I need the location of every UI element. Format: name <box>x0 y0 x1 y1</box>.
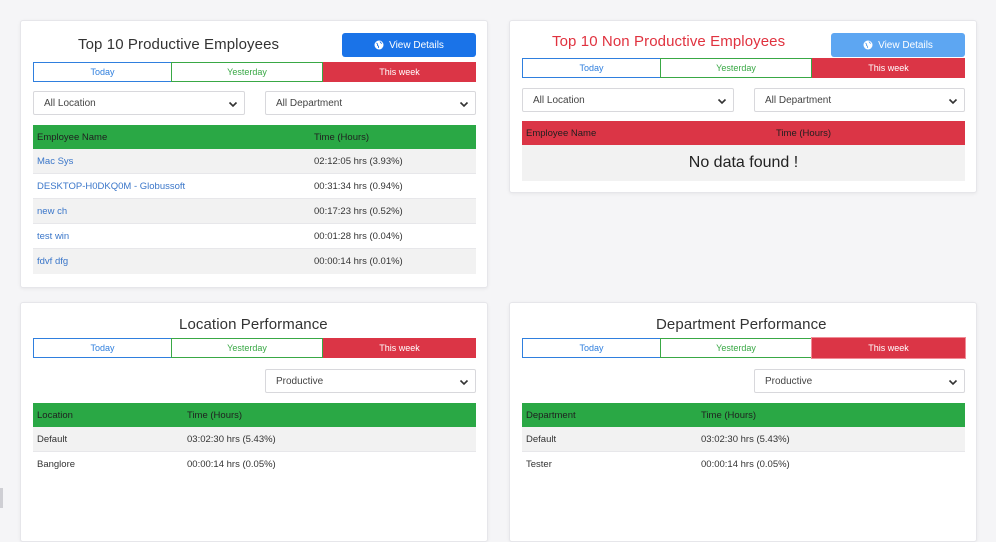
table-row: new ch 00:17:23 hrs (0.52%) <box>33 199 476 224</box>
table-row: Default 03:02:30 hrs (5.43%) <box>522 427 965 452</box>
period-tabs: Today Yesterday This week <box>522 338 965 358</box>
table-row: Banglore 00:00:14 hrs (0.05%) <box>33 452 476 477</box>
table-row: fdvf dfg 00:00:14 hrs (0.01%) <box>33 249 476 274</box>
time-value: 03:02:30 hrs (5.43%) <box>187 434 276 445</box>
department-name: Default <box>526 434 557 445</box>
productivity-filter-value: Productive <box>276 375 324 387</box>
tab-today[interactable]: Today <box>33 338 171 358</box>
department-select[interactable]: All Department <box>265 91 476 115</box>
tab-this-week[interactable]: This week <box>812 338 965 358</box>
department-performance-card: Department Performance Today Yesterday T… <box>509 302 977 542</box>
table-header: Employee Name Time (Hours) <box>522 121 965 145</box>
no-data-message: No data found ! <box>522 145 965 181</box>
employee-link[interactable]: fdvf dfg <box>37 256 69 267</box>
employee-link[interactable]: new ch <box>37 206 68 217</box>
time-value: 03:02:30 hrs (5.43%) <box>701 434 790 445</box>
chevron-down-icon <box>459 101 469 108</box>
time-value: 00:00:14 hrs (0.05%) <box>187 459 276 470</box>
department-select-value: All Department <box>765 94 832 106</box>
tab-this-week[interactable]: This week <box>323 62 476 82</box>
tab-today[interactable]: Today <box>522 338 660 358</box>
location-name: Banglore <box>37 459 76 470</box>
view-details-label: View Details <box>389 39 444 51</box>
location-select[interactable]: All Location <box>522 88 734 112</box>
column-location: Location <box>37 409 73 421</box>
employee-link[interactable]: DESKTOP-H0DKQ0M - Globussoft <box>37 181 186 192</box>
time-value: 00:01:28 hrs (0.04%) <box>314 231 403 242</box>
card-title: Location Performance <box>179 316 328 333</box>
department-name: Tester <box>526 459 552 470</box>
table-row: test win 00:01:28 hrs (0.04%) <box>33 224 476 249</box>
column-employee-name: Employee Name <box>37 131 108 143</box>
tab-yesterday[interactable]: Yesterday <box>660 338 812 358</box>
chevron-down-icon <box>717 98 727 105</box>
card-title: Top 10 Productive Employees <box>78 36 280 53</box>
chevron-down-icon <box>948 379 958 386</box>
globe-icon <box>374 40 384 50</box>
card-title: Top 10 Non Productive Employees <box>552 33 786 50</box>
globe-icon <box>863 40 873 50</box>
column-department: Department <box>526 409 576 421</box>
productivity-filter-select[interactable]: Productive <box>754 369 965 393</box>
tab-this-week[interactable]: This week <box>323 338 476 358</box>
column-time-hours: Time (Hours) <box>701 409 757 421</box>
time-value: 02:12:05 hrs (3.93%) <box>314 156 403 167</box>
left-edge-marker <box>0 488 3 508</box>
table-row: DESKTOP-H0DKQ0M - Globussoft 00:31:34 hr… <box>33 174 476 199</box>
location-performance-card: Location Performance Today Yesterday Thi… <box>20 302 488 542</box>
location-name: Default <box>37 434 68 445</box>
time-value: 00:17:23 hrs (0.52%) <box>314 206 403 217</box>
employee-link[interactable]: Mac Sys <box>37 156 74 167</box>
column-time-hours: Time (Hours) <box>187 409 243 421</box>
tab-yesterday[interactable]: Yesterday <box>171 338 323 358</box>
location-select-value: All Location <box>44 97 96 109</box>
department-select-value: All Department <box>276 97 343 109</box>
productive-employees-card: Top 10 Productive Employees View Details… <box>20 20 488 288</box>
time-value: 00:00:14 hrs (0.01%) <box>314 256 403 267</box>
table-header: Employee Name Time (Hours) <box>33 125 476 149</box>
view-details-button[interactable]: View Details <box>342 33 476 57</box>
view-details-button[interactable]: View Details <box>831 33 965 57</box>
productivity-filter-select[interactable]: Productive <box>265 369 476 393</box>
tab-today[interactable]: Today <box>522 58 660 78</box>
column-time-hours: Time (Hours) <box>314 131 370 143</box>
chevron-down-icon <box>459 379 469 386</box>
chevron-down-icon <box>228 101 238 108</box>
non-productive-employees-card: Top 10 Non Productive Employees View Det… <box>509 20 977 193</box>
period-tabs: Today Yesterday This week <box>33 338 476 358</box>
time-value: 00:00:14 hrs (0.05%) <box>701 459 790 470</box>
period-tabs: Today Yesterday This week <box>33 62 476 82</box>
productivity-filter-value: Productive <box>765 375 813 387</box>
tab-yesterday[interactable]: Yesterday <box>660 58 812 78</box>
table-header: Location Time (Hours) <box>33 403 476 427</box>
table-row: Tester 00:00:14 hrs (0.05%) <box>522 452 965 477</box>
column-time-hours: Time (Hours) <box>776 127 832 139</box>
tab-yesterday[interactable]: Yesterday <box>171 62 323 82</box>
card-title: Department Performance <box>656 316 827 333</box>
department-select[interactable]: All Department <box>754 88 965 112</box>
period-tabs: Today Yesterday This week <box>522 58 965 78</box>
table-header: Department Time (Hours) <box>522 403 965 427</box>
table-row: Mac Sys 02:12:05 hrs (3.93%) <box>33 149 476 174</box>
tab-this-week[interactable]: This week <box>812 58 965 78</box>
chevron-down-icon <box>948 98 958 105</box>
location-select[interactable]: All Location <box>33 91 245 115</box>
column-employee-name: Employee Name <box>526 127 597 139</box>
tab-today[interactable]: Today <box>33 62 171 82</box>
location-select-value: All Location <box>533 94 585 106</box>
view-details-label: View Details <box>878 39 933 51</box>
table-row: Default 03:02:30 hrs (5.43%) <box>33 427 476 452</box>
employee-link[interactable]: test win <box>37 231 70 242</box>
time-value: 00:31:34 hrs (0.94%) <box>314 181 403 192</box>
